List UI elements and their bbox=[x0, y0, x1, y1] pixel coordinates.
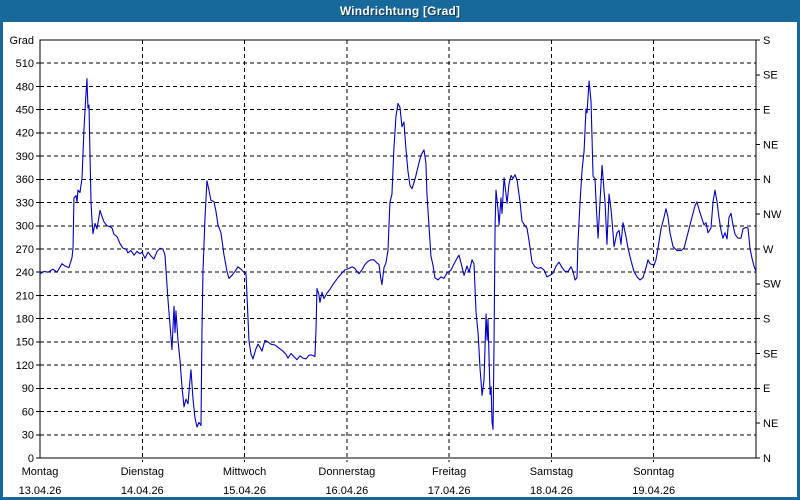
x-axis-date-label: 19.04.26 bbox=[632, 485, 675, 497]
y-right-tick-label: SW bbox=[763, 279, 781, 291]
x-axis-date-label: 15.04.26 bbox=[223, 485, 266, 497]
x-axis-day-label: Montag bbox=[22, 466, 59, 478]
y-right-tick-label: E bbox=[763, 383, 770, 395]
x-axis-day-label: Sonntag bbox=[633, 466, 674, 478]
y-right-tick-label: S bbox=[763, 314, 770, 326]
y-left-tick-label: 300 bbox=[16, 221, 34, 233]
x-axis-date-label: 14.04.26 bbox=[121, 485, 164, 497]
y-left-tick-label: 180 bbox=[16, 314, 34, 326]
y-left-tick-label: 480 bbox=[16, 81, 34, 93]
y-left-tick-label: 60 bbox=[22, 406, 34, 418]
y-left-tick-label: 120 bbox=[16, 360, 34, 372]
title-bar: Windrichtung [Grad] bbox=[3, 0, 797, 22]
x-axis-day-label: Donnerstag bbox=[318, 466, 375, 478]
x-axis-day-label: Samstag bbox=[530, 466, 573, 478]
x-axis-date-label: 17.04.26 bbox=[428, 485, 471, 497]
y-right-tick-label: NE bbox=[763, 418, 778, 430]
y-left-tick-label: 270 bbox=[16, 244, 34, 256]
y-right-tick-label: E bbox=[763, 105, 770, 117]
y-right-tick-label: N bbox=[763, 174, 771, 186]
x-axis-date-label: 13.04.26 bbox=[19, 485, 62, 497]
window-title: Windrichtung [Grad] bbox=[339, 4, 461, 18]
y-left-tick-label: 210 bbox=[16, 290, 34, 302]
y-left-tick-label: 360 bbox=[16, 174, 34, 186]
x-axis-day-label: Dienstag bbox=[121, 466, 164, 478]
y-left-tick-label: 0 bbox=[28, 453, 34, 465]
wind-direction-line bbox=[39, 78, 757, 430]
y-left-tick-label: 240 bbox=[16, 267, 34, 279]
y-right-tick-label: NE bbox=[763, 139, 778, 151]
x-axis-date-label: 18.04.26 bbox=[530, 485, 573, 497]
y-right-tick-label: SE bbox=[763, 70, 778, 82]
y-right-tick-label: NW bbox=[763, 209, 782, 221]
y-left-tick-label: 420 bbox=[16, 128, 34, 140]
y-left-tick-label: 450 bbox=[16, 105, 34, 117]
y-left-tick-label: 390 bbox=[16, 151, 34, 163]
y-right-tick-label: SE bbox=[763, 348, 778, 360]
y-left-tick-label: 150 bbox=[16, 337, 34, 349]
y-left-tick-label: 510 bbox=[16, 58, 34, 70]
y-right-tick-label: W bbox=[763, 244, 774, 256]
y-left-tick-label: 330 bbox=[16, 197, 34, 209]
y-left-tick-label: 30 bbox=[22, 430, 34, 442]
x-axis-day-label: Freitag bbox=[432, 466, 466, 478]
y-left-unit-label: Grad bbox=[10, 35, 34, 47]
x-axis-date-label: 16.04.26 bbox=[325, 485, 368, 497]
y-right-tick-label: S bbox=[763, 35, 770, 47]
y-right-tick-label: N bbox=[763, 453, 771, 465]
y-left-tick-label: 90 bbox=[22, 383, 34, 395]
x-axis-day-label: Mittwoch bbox=[223, 466, 266, 478]
